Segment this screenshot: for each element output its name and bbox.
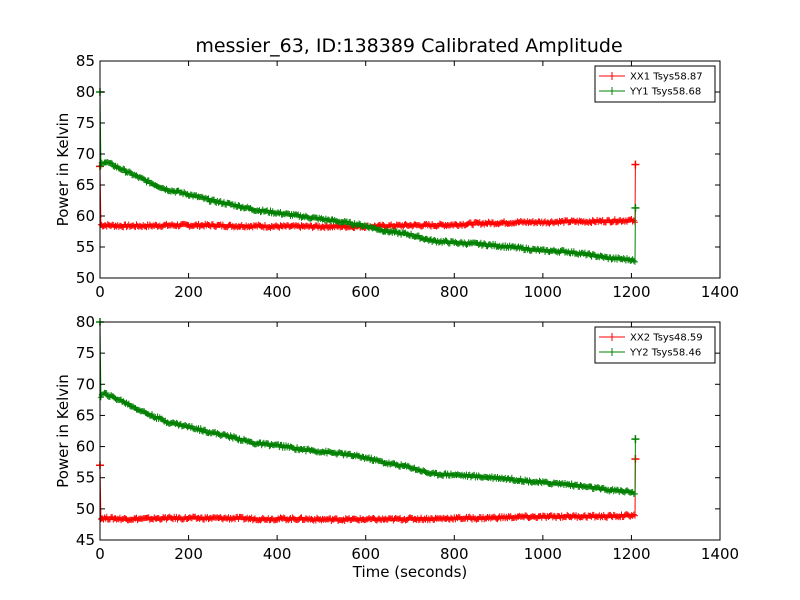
legend-box bbox=[594, 326, 716, 364]
x-tick-label: 400 bbox=[263, 545, 292, 563]
axes-frame bbox=[99, 60, 721, 279]
legend-label: XX2 Tsys48.59 bbox=[630, 333, 703, 344]
x-tick-label: 1400 bbox=[701, 545, 739, 563]
axes-frame bbox=[99, 321, 721, 541]
y-tick-label: 75 bbox=[76, 344, 95, 362]
legend: XX2 Tsys48.59 YY2 Tsys58.46 bbox=[594, 326, 716, 364]
x-axis-label: Time (seconds) bbox=[352, 563, 468, 581]
x-tick-label: 800 bbox=[440, 545, 469, 563]
bottom-panel: 0 200 400 600 800 1000 1200 1400 45 50 55 60 65 70 75 8… bbox=[54, 313, 739, 581]
series-1 bbox=[96, 160, 640, 232]
y-tick-label: 50 bbox=[76, 500, 95, 518]
x-tick-label: 1400 bbox=[701, 283, 739, 301]
series-markers bbox=[97, 462, 638, 524]
series-markers bbox=[97, 163, 638, 232]
x-tick-label: 1000 bbox=[524, 283, 562, 301]
y-tick-label: 55 bbox=[76, 238, 95, 256]
legend-label: XX1 Tsys58.87 bbox=[630, 72, 703, 83]
x-tick-label: 200 bbox=[174, 283, 203, 301]
y-tick-label: 80 bbox=[76, 313, 95, 331]
series-markers bbox=[97, 89, 638, 265]
y-tick-label: 60 bbox=[76, 207, 95, 225]
x-tick-label: 400 bbox=[263, 283, 292, 301]
y-tick-label: 70 bbox=[76, 145, 95, 163]
legend-label: YY2 Tsys58.46 bbox=[629, 348, 701, 359]
series-line bbox=[99, 164, 636, 229]
y-tick-label: 55 bbox=[76, 469, 95, 487]
y-tick-label: 65 bbox=[76, 406, 95, 424]
x-tick-label: 1200 bbox=[612, 545, 650, 563]
chart-title: messier_63, ID:138389 Calibrated Amplitu… bbox=[195, 35, 622, 57]
legend-box bbox=[594, 65, 716, 103]
y-axis-label: Power in Kelvin bbox=[54, 374, 72, 488]
series-line bbox=[99, 321, 636, 495]
series-2 bbox=[96, 318, 640, 497]
x-tick-label: 600 bbox=[351, 283, 380, 301]
y-tick-label: 50 bbox=[76, 269, 95, 287]
y-tick-label: 65 bbox=[76, 176, 95, 194]
x-tick-label: 1200 bbox=[612, 283, 650, 301]
y-tick-label: 80 bbox=[76, 83, 95, 101]
top-panel: 0 200 400 600 800 1000 1200 1400 50 55 60 65 70 75 80 8… bbox=[54, 52, 739, 301]
legend: XX1 Tsys58.87 YY1 Tsys58.68 bbox=[594, 65, 716, 103]
x-tick-label: 200 bbox=[174, 545, 203, 563]
x-tick-label: 0 bbox=[95, 283, 105, 301]
series-2 bbox=[96, 88, 640, 265]
y-tick-label: 60 bbox=[76, 438, 95, 456]
y-tick-label: 85 bbox=[76, 52, 95, 70]
x-tick-label: 0 bbox=[95, 545, 105, 563]
y-tick-label: 70 bbox=[76, 375, 95, 393]
series-1 bbox=[96, 455, 640, 524]
series-markers bbox=[97, 319, 638, 497]
y-tick-label: 75 bbox=[76, 114, 95, 132]
series-line bbox=[99, 91, 636, 264]
series-line bbox=[99, 458, 636, 523]
x-tick-label: 600 bbox=[351, 545, 380, 563]
x-tick-label: 800 bbox=[440, 283, 469, 301]
x-tick-label: 1000 bbox=[524, 545, 562, 563]
y-axis-label: Power in Kelvin bbox=[54, 113, 72, 227]
y-tick-label: 45 bbox=[76, 531, 95, 549]
legend-label: YY1 Tsys58.68 bbox=[629, 87, 701, 98]
